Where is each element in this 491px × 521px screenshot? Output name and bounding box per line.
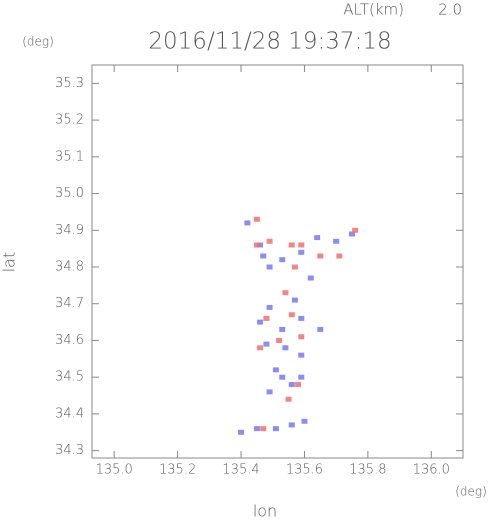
radar-cell — [257, 345, 264, 351]
y-unit: (deg) — [22, 35, 54, 49]
radar-cell — [298, 315, 305, 321]
altitude-label: ALT(km) — [343, 1, 404, 19]
radar-cell — [314, 235, 321, 241]
radar-cell — [253, 242, 260, 248]
y-tick-label: 34.5 — [55, 370, 84, 385]
radar-cell — [266, 304, 273, 310]
radar-cell — [279, 374, 286, 380]
radar-cell — [266, 238, 273, 244]
y-tick-label: 35.1 — [55, 149, 84, 164]
x-axis-label: lon — [253, 502, 277, 521]
y-axis-label: lat — [0, 252, 19, 273]
y-tick-label: 35.3 — [55, 76, 84, 91]
radar-cell — [272, 367, 279, 373]
radar-cell — [317, 326, 324, 332]
x-tick-label: 135.2 — [159, 463, 196, 478]
y-tick-label: 34.8 — [55, 260, 84, 275]
radar-cell — [257, 319, 264, 325]
radar-cell — [272, 426, 279, 432]
radar-cell — [317, 253, 324, 259]
radar-cell — [336, 253, 343, 259]
radar-cell — [263, 341, 270, 347]
radar-cell — [253, 216, 260, 222]
y-tick-label: 34.6 — [55, 333, 84, 348]
x-tick-label: 135.6 — [286, 463, 323, 478]
radar-cell — [266, 264, 273, 270]
y-tick-label: 34.4 — [55, 406, 84, 421]
radar-cell — [260, 426, 267, 432]
radar-cell — [288, 422, 295, 428]
radar-cell — [257, 242, 264, 248]
altitude-value: 2.0 — [438, 1, 462, 19]
chart-title: 2016/11/28 19:37:18 — [148, 29, 391, 55]
radar-cell — [298, 374, 305, 380]
y-tick-label: 34.9 — [55, 223, 84, 238]
radar-cell — [333, 238, 340, 244]
radar-cell — [253, 426, 260, 432]
radar-cell — [301, 418, 308, 424]
y-tick-label: 34.3 — [55, 443, 84, 458]
y-tick-label: 35.0 — [55, 186, 84, 201]
radar-cell — [260, 253, 267, 259]
radar-cell — [263, 315, 270, 321]
radar-cell — [291, 264, 298, 270]
x-tick-label: 136.0 — [413, 463, 450, 478]
radar-cell — [288, 312, 295, 318]
radar-cell — [291, 297, 298, 303]
radar-cell — [276, 337, 283, 343]
radar-cell — [352, 227, 359, 233]
radar-cell — [282, 290, 289, 296]
radar-cell — [307, 275, 314, 281]
radar-cell — [238, 429, 245, 435]
x-unit: (deg) — [455, 485, 487, 499]
radar-cell — [266, 389, 273, 395]
radar-cell — [244, 220, 251, 226]
radar-cell — [282, 345, 289, 351]
radar-cell — [298, 242, 305, 248]
x-tick-label: 135.0 — [96, 463, 133, 478]
radar-cell — [288, 242, 295, 248]
radar-cell — [279, 326, 286, 332]
x-tick-label: 135.8 — [349, 463, 386, 478]
radar-cell — [295, 382, 302, 388]
radar-cell — [288, 382, 295, 388]
plot-frame — [91, 64, 464, 459]
radar-cell — [279, 257, 286, 263]
y-tick-label: 35.2 — [55, 113, 84, 128]
radar-cell — [298, 352, 305, 358]
radar-cell — [298, 249, 305, 255]
radar-cell — [349, 231, 356, 237]
x-tick-label: 135.4 — [222, 463, 259, 478]
radar-cell — [285, 396, 292, 402]
radar-cell — [298, 334, 305, 340]
y-tick-label: 34.7 — [55, 296, 84, 311]
